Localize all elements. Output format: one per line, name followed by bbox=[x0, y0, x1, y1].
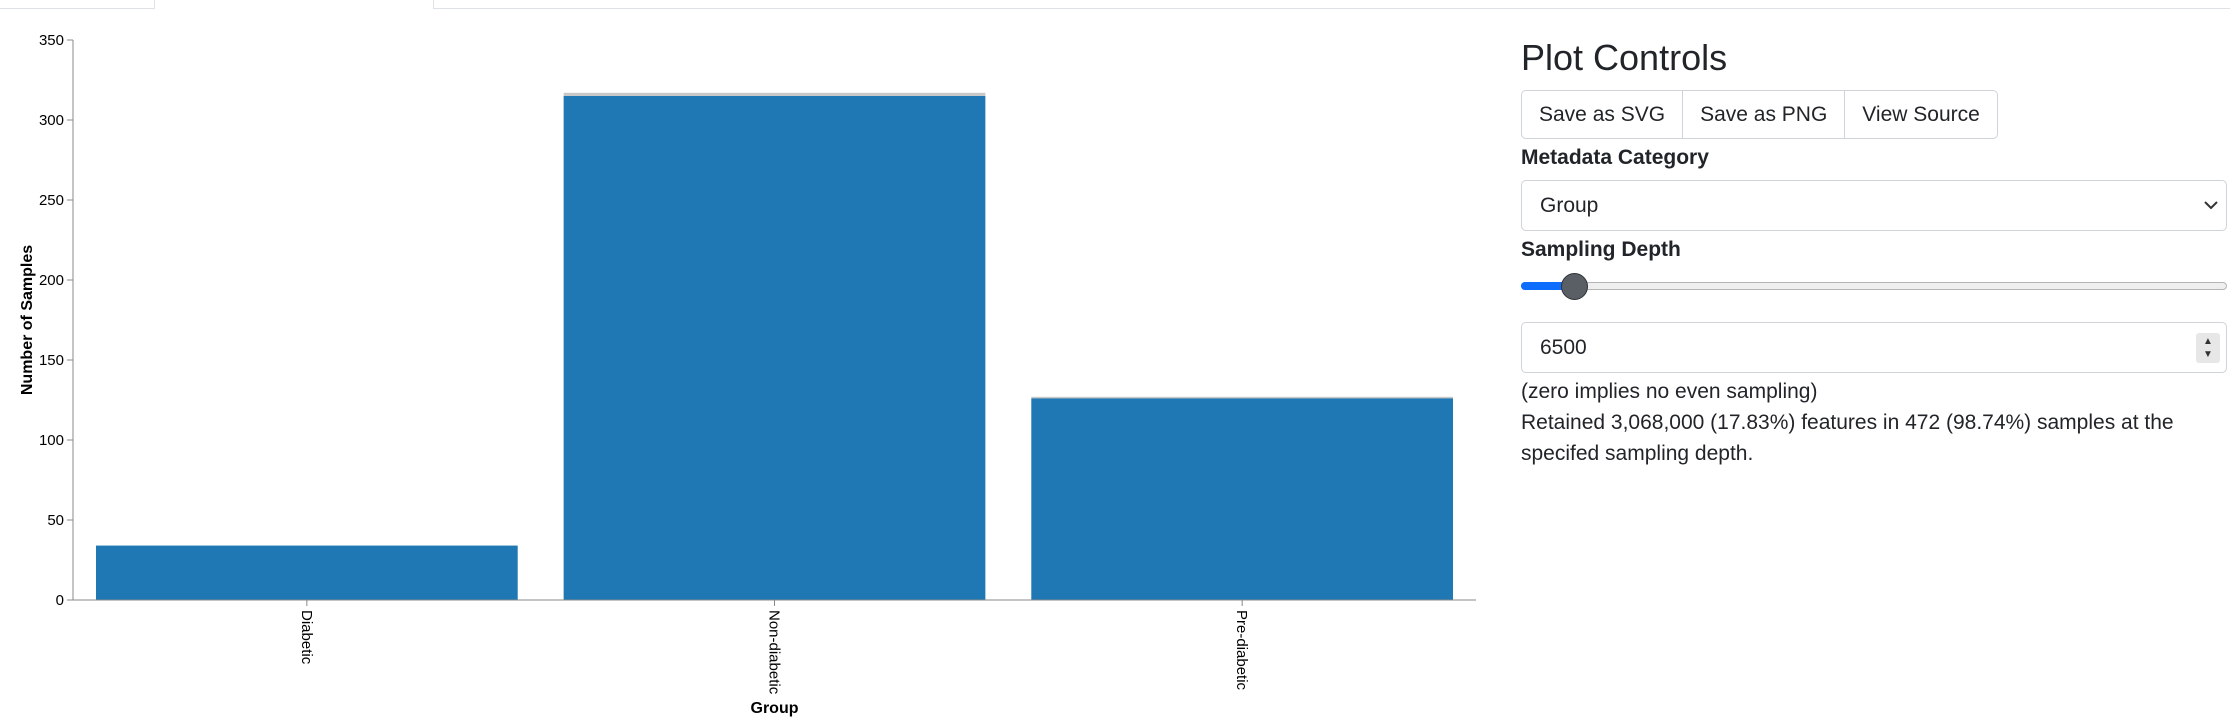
sampling-depth-label: Sampling Depth bbox=[1521, 238, 1681, 261]
view-source-button[interactable]: View Source bbox=[1844, 90, 1998, 139]
y-tick-label: 100 bbox=[39, 432, 64, 449]
y-tick-label: 300 bbox=[39, 112, 64, 129]
tab-edge bbox=[433, 0, 434, 9]
tab-edge bbox=[154, 0, 155, 9]
chevron-down-icon bbox=[2200, 197, 2222, 215]
y-tick-label: 50 bbox=[47, 512, 64, 529]
slider-thumb[interactable] bbox=[1560, 273, 1588, 300]
y-tick-label: 350 bbox=[39, 32, 64, 49]
metadata-category-value: Group bbox=[1540, 193, 1599, 217]
bar bbox=[1031, 398, 1453, 600]
sampling-depth-value: 6500 bbox=[1540, 335, 1587, 359]
save-png-button[interactable]: Save as PNG bbox=[1682, 90, 1846, 139]
bar bbox=[96, 545, 518, 600]
sampling-depth-slider[interactable] bbox=[1521, 266, 2227, 306]
plot-controls-panel: Plot Controls Save as SVG Save as PNG Vi… bbox=[1521, 36, 2227, 469]
y-axis-title: Number of Samples bbox=[19, 245, 36, 395]
metadata-category-label: Metadata Category bbox=[1521, 146, 1709, 169]
y-tick-label: 250 bbox=[39, 192, 64, 209]
metadata-category-select[interactable]: Group bbox=[1521, 180, 2227, 231]
x-tick-label: Pre-diabetic bbox=[1233, 610, 1250, 691]
controls-title: Plot Controls bbox=[1521, 37, 1728, 78]
y-tick-label: 150 bbox=[39, 352, 64, 369]
bar-chart: 0 50 100 150 200 250 300 350 Diabetic Non-diabeti… bbox=[19, 32, 1476, 717]
y-tick-label: 0 bbox=[56, 592, 64, 609]
slider-track bbox=[1521, 282, 2227, 290]
slider-fill bbox=[1521, 282, 1575, 290]
spinner-arrows-icon[interactable]: ▲ ▼ bbox=[2196, 332, 2220, 363]
sampling-depth-input[interactable]: 6500 ▲ ▼ bbox=[1521, 322, 2227, 373]
retained-summary: Retained 3,068,000 (17.83%) features in … bbox=[1521, 411, 2174, 465]
bar bbox=[563, 96, 986, 600]
tab-divider bbox=[433, 8, 2230, 9]
export-button-group: Save as SVG Save as PNG View Source bbox=[1521, 90, 1998, 139]
y-tick-label: 200 bbox=[39, 272, 64, 289]
x-tick-label: Non-diabetic bbox=[766, 610, 783, 695]
zero-sampling-hint: (zero implies no even sampling) bbox=[1521, 380, 1818, 403]
tab-divider bbox=[0, 8, 154, 9]
save-svg-button[interactable]: Save as SVG bbox=[1521, 90, 1684, 139]
x-tick-label: Diabetic bbox=[298, 610, 315, 665]
x-axis-title: Group bbox=[751, 700, 799, 717]
tab-strip bbox=[0, 0, 2230, 10]
